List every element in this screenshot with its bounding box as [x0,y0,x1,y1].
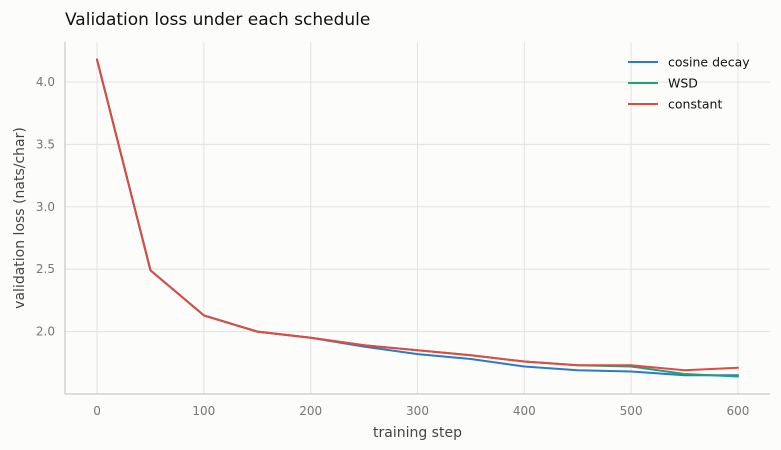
y-tick-label: 3.0 [36,200,55,214]
y-tick-label: 2.5 [36,262,55,276]
x-tick-label: 400 [513,404,536,418]
gridlines [65,42,770,394]
x-tick-label: 200 [299,404,322,418]
x-axis-label: training step [373,425,462,441]
y-tick-label: 2.0 [36,325,55,339]
legend: cosine decay WSD constant [628,55,750,112]
y-tick-label: 3.5 [36,137,55,151]
legend-label: WSD [668,76,698,91]
tick-labels: 0 100 200 300 400 500 600 2.0 2.5 3.0 3.5 4.0 [36,75,750,418]
y-axis-label: validation loss (nats/char) [12,127,28,309]
x-tick-label: 0 [93,404,101,418]
legend-label: cosine decay [668,55,750,70]
y-tick-label: 4.0 [36,75,55,89]
chart-title: Validation loss under each schedule [65,10,370,30]
legend-label: constant [668,97,722,112]
x-tick-label: 300 [406,404,429,418]
series-line-2 [96,58,739,372]
series-lines [96,58,739,378]
x-tick-label: 100 [192,404,215,418]
x-tick-label: 600 [727,404,750,418]
axes-spines [64,42,770,395]
x-tick-label: 500 [620,404,643,418]
